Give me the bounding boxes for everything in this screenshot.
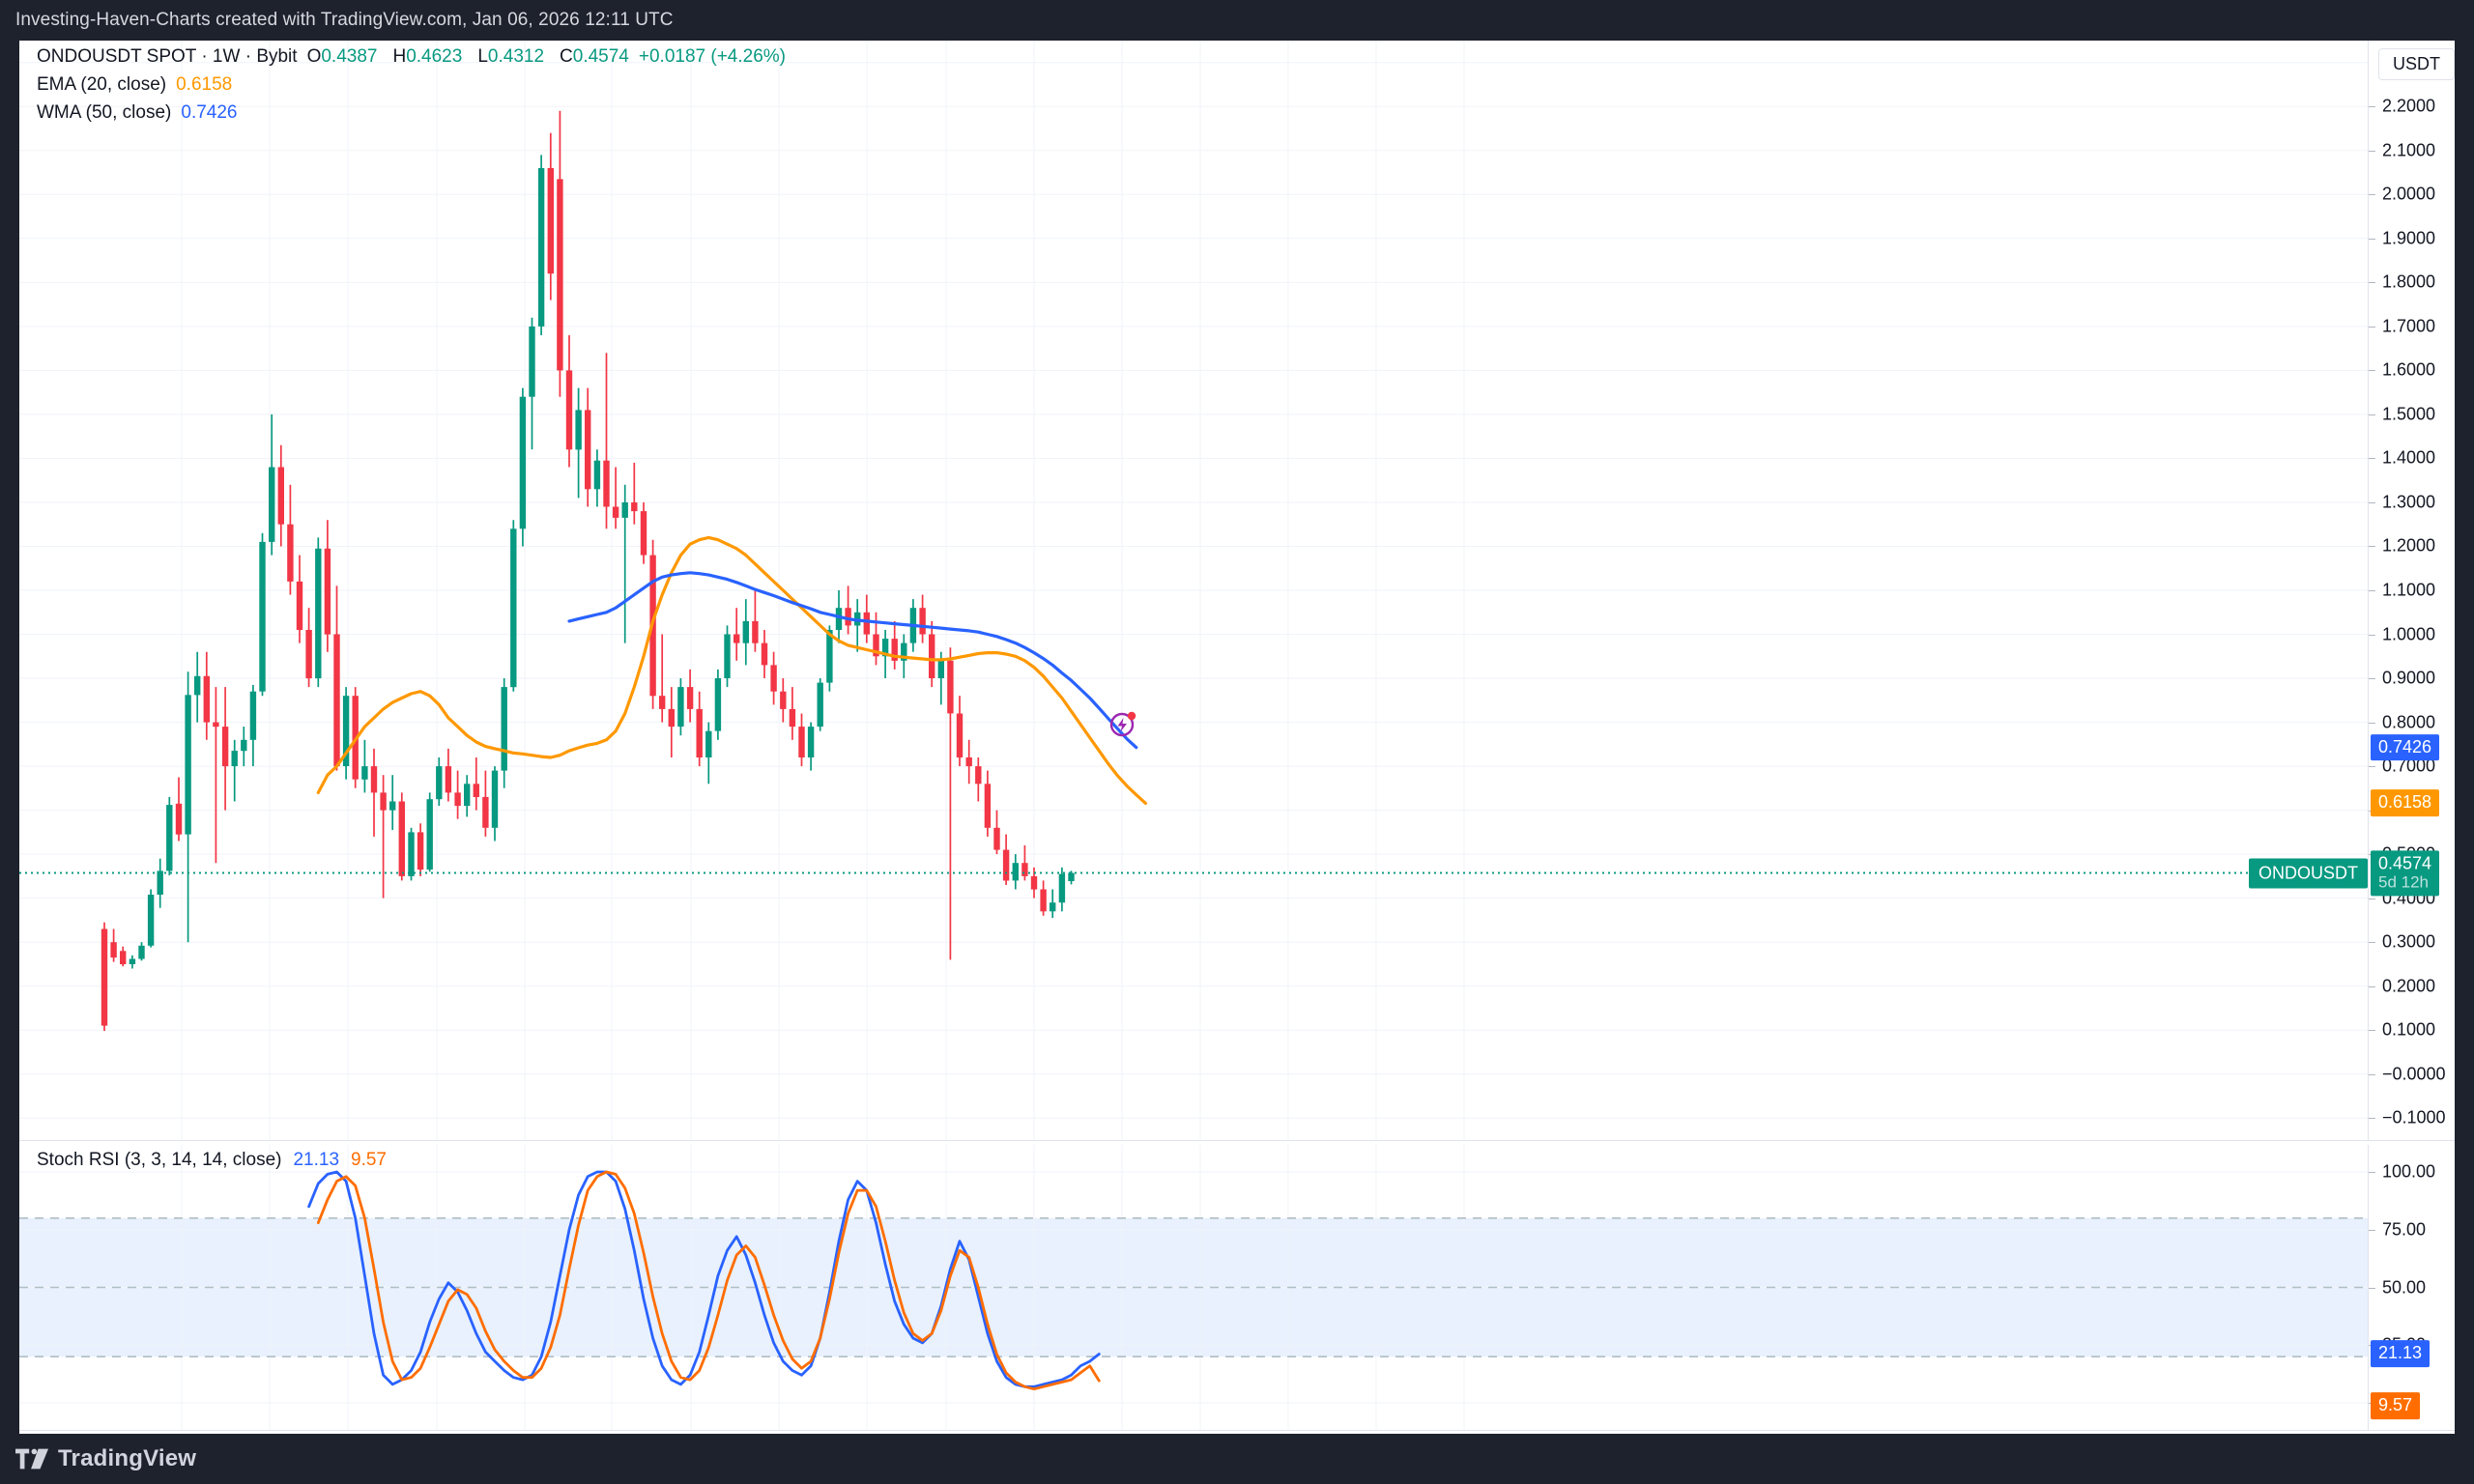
price-tick-mark	[2369, 590, 2375, 591]
tradingview-wordmark: TradingView	[58, 1445, 197, 1471]
time-axis[interactable]: MarMayJulSepNov2025MarMayJulSepNov2026Ma…	[19, 1430, 2455, 1434]
price-tick-mark	[2369, 238, 2375, 240]
price-tick-label: 1.4000	[2382, 447, 2436, 468]
price-tick-label: 2.2000	[2382, 96, 2436, 116]
chart-frame: ONDOUSDT SPOT · 1W · Bybit O0.4387 H0.46…	[19, 41, 2455, 1434]
price-tick-label: 1.8000	[2382, 271, 2436, 292]
price-tick-mark	[2369, 150, 2375, 152]
price-tick-mark	[2369, 1073, 2375, 1075]
stoch-rsi-tick-label: 50.00	[2382, 1277, 2427, 1297]
price-tick-mark	[2369, 326, 2375, 328]
price-tick-label: 0.7000	[2382, 756, 2436, 776]
footer-bar: TradingView	[0, 1434, 2474, 1484]
price-axis[interactable]: USDT 2.2000 2.1000 2.0000 1.9000 1.8000 1.700…	[2368, 41, 2455, 1140]
price-tick-label: 0.9000	[2382, 668, 2436, 688]
badge-value: 0.4574	[2378, 852, 2432, 872]
price-tick-label: 2.1000	[2382, 140, 2436, 160]
stoch-rsi-pane[interactable]	[19, 1145, 2368, 1430]
price-tick-mark	[2369, 942, 2375, 944]
tradingview-logo-icon	[15, 1448, 48, 1470]
price-tick-mark	[2369, 634, 2375, 636]
stochrsi-d-badge[interactable]: 9.57	[2371, 1392, 2421, 1419]
attribution-text: Investing-Haven-Charts created with Trad…	[15, 10, 674, 30]
price-tick-label: 1.9000	[2382, 228, 2436, 248]
stoch-rsi-tick-mark	[2369, 1287, 2375, 1289]
last-price-badge[interactable]: 0.4574 5d 12h	[2371, 849, 2440, 897]
badge-value: 0.7426	[2378, 736, 2432, 756]
price-tick-mark	[2369, 106, 2375, 108]
price-tick-mark	[2369, 282, 2375, 284]
price-tick-mark	[2369, 1118, 2375, 1120]
price-chart-canvas	[19, 41, 2368, 1140]
price-pane[interactable]	[19, 41, 2368, 1140]
price-tick-label: 1.7000	[2382, 316, 2436, 336]
price-tick-label: 0.3000	[2382, 931, 2436, 952]
price-tick-label: 1.1000	[2382, 580, 2436, 600]
price-tick-mark	[2369, 766, 2375, 768]
stochrsi-k-badge[interactable]: 21.13	[2371, 1340, 2431, 1368]
price-tick-label: 1.6000	[2382, 359, 2436, 380]
price-tick-mark	[2369, 501, 2375, 503]
price-tick-mark	[2369, 985, 2375, 987]
price-tick-mark	[2369, 1030, 2375, 1032]
price-tick-label: 1.5000	[2382, 404, 2436, 424]
badge-value: 0.6158	[2378, 792, 2432, 813]
pane-divider[interactable]	[19, 1140, 2455, 1141]
price-tick-mark	[2369, 546, 2375, 548]
price-tick-label: −0.1000	[2382, 1107, 2446, 1127]
stoch-rsi-tick-mark	[2369, 1172, 2375, 1173]
stoch-rsi-tick-label: 100.00	[2382, 1161, 2436, 1182]
price-tick-label: 1.0000	[2382, 624, 2436, 644]
price-tick-label: 0.2000	[2382, 976, 2436, 996]
stoch-rsi-tick-label: 75.00	[2382, 1219, 2427, 1240]
ema-price-badge[interactable]: 0.6158	[2371, 789, 2440, 817]
price-tick-label: 1.2000	[2382, 535, 2436, 556]
wma-price-badge[interactable]: 0.7426	[2371, 733, 2440, 761]
price-tick-mark	[2369, 194, 2375, 196]
badge-countdown: 5d 12h	[2378, 872, 2429, 892]
price-tick-mark	[2369, 370, 2375, 372]
stoch-rsi-tick-mark	[2369, 1229, 2375, 1231]
price-tick-label: 1.3000	[2382, 492, 2436, 512]
symbol-price-tag[interactable]: ONDOUSDT	[2249, 858, 2368, 888]
price-tick-label: 2.0000	[2382, 184, 2436, 204]
price-tick-label: −0.0000	[2382, 1064, 2446, 1084]
price-tick-label: 0.1000	[2382, 1019, 2436, 1040]
stoch-rsi-canvas	[19, 1145, 2368, 1430]
lightning-event-icon[interactable]	[1108, 709, 1137, 738]
price-tick-mark	[2369, 414, 2375, 415]
currency-chip[interactable]: USDT	[2378, 48, 2455, 80]
price-tick-mark	[2369, 678, 2375, 680]
attribution-bar: Investing-Haven-Charts created with Trad…	[0, 0, 2474, 41]
price-tick-mark	[2369, 722, 2375, 724]
price-tick-mark	[2369, 458, 2375, 460]
price-tick-label: 0.8000	[2382, 712, 2436, 732]
